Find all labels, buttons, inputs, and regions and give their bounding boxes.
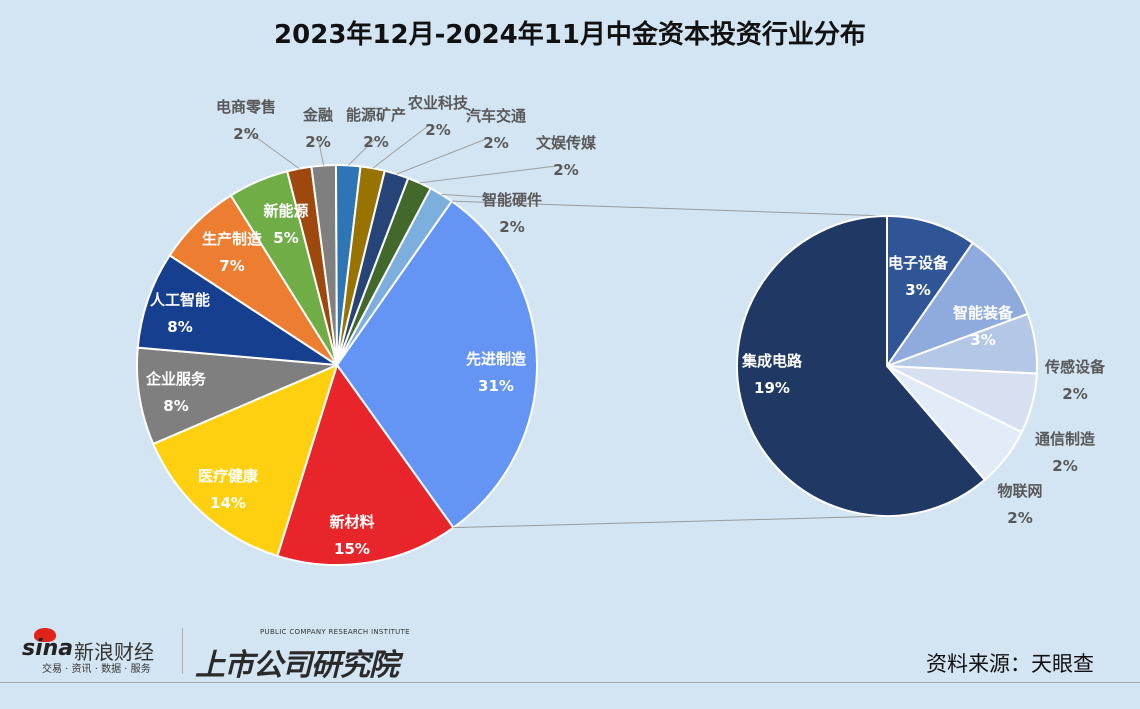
main-pie-slice-1 [276, 362, 455, 566]
secondary-pie-label-3: 通信制造 2% [1035, 430, 1095, 475]
main-pie-label-9: 能源矿产 2% [346, 106, 406, 151]
slice-label-pct: 8% [163, 397, 188, 415]
secondary-pie-label-4: 物联网 2% [997, 482, 1042, 527]
slice-label-pct: 2% [233, 125, 258, 143]
secondary-pie-label-0: 电子设备 3% [888, 254, 949, 299]
sina-eye-icon [34, 628, 56, 642]
leader-line-8 [317, 137, 325, 166]
secondary-pie-slice-0 [886, 214, 975, 370]
slice-label-pct: 3% [970, 331, 995, 349]
leader-line-9 [347, 137, 377, 166]
slice-label-pct: 2% [1062, 385, 1087, 403]
main-pie-label-5: 生产制造 7% [202, 230, 262, 275]
slice-label-pct: 2% [1052, 457, 1077, 475]
main-pie-slice-3 [136, 346, 338, 446]
slice-label-name: 农业科技 [407, 94, 469, 112]
logo-divider [182, 628, 183, 674]
slice-label-name: 汽车交通 [466, 107, 526, 125]
secondary-pie-label-2: 传感设备 2% [1044, 358, 1106, 403]
slice-label-name: 新能源 [263, 202, 308, 220]
main-pie-label-3: 企业服务 8% [145, 370, 207, 415]
slice-label-pct: 7% [219, 257, 244, 275]
main-pie-label-2: 医疗健康 14% [198, 467, 259, 512]
chart-title: 2023年12月-2024年11月中金资本投资行业分布 [274, 20, 866, 50]
sina-finance-logo: sina 新浪财经 交易 · 资讯 · 数据 · 服务 [22, 628, 172, 675]
sina-wordmark: sina [22, 636, 74, 661]
slice-label-name: 文娱传媒 [536, 134, 597, 152]
connector-line-bottom [453, 515, 893, 529]
slice-label-pct: 15% [334, 540, 370, 558]
leader-line-10 [372, 125, 429, 169]
main-pie-label-10: 农业科技 2% [407, 94, 469, 139]
slice-label-pct: 31% [478, 377, 514, 395]
slice-label-pct: 2% [499, 218, 524, 236]
slice-label-pct: 5% [273, 229, 298, 247]
slice-label-name: 先进制造 [466, 350, 526, 368]
slice-label-pct: 2% [553, 161, 578, 179]
main-pie-label-6: 新能源 5% [263, 202, 308, 247]
main-pie-label-4: 人工智能 8% [150, 291, 210, 336]
slice-label-pct: 2% [363, 133, 388, 151]
footer-divider [0, 682, 1140, 683]
connector-line-top [451, 200, 888, 217]
main-pie-label-12: 文娱传媒 2% [536, 134, 597, 179]
secondary-pie-slice-1 [884, 241, 1029, 369]
main-pie-label-0: 先进制造 31% [466, 350, 526, 395]
main-pie-label-8: 金融 2% [302, 106, 333, 151]
main-pie-slice-2 [151, 363, 339, 558]
leader-line-11 [396, 138, 487, 175]
institute-logo: PUBLIC COMPANY RESEARCH INSTITUTE 上市公司研究… [195, 628, 410, 683]
slice-label-pct: 2% [305, 133, 330, 151]
main-pie-label-1: 新材料 15% [329, 513, 374, 558]
slice-label-pct: 14% [210, 494, 246, 512]
institute-en-name: PUBLIC COMPANY RESEARCH INSTITUTE [260, 628, 410, 636]
slice-label-name: 智能装备 [953, 304, 1014, 322]
slice-label-name: 能源矿产 [346, 106, 406, 124]
slice-label-name: 人工智能 [150, 291, 210, 309]
main-pie-slice-0 [335, 199, 538, 530]
main-pie-slice-4 [136, 253, 338, 366]
slice-label-pct: 8% [167, 318, 192, 336]
main-pie-slice-13 [336, 186, 454, 366]
slice-label-pct: 19% [754, 379, 790, 397]
slice-label-name: 电子设备 [888, 254, 949, 272]
leader-line-13 [441, 193, 483, 198]
slice-label-pct: 2% [1007, 509, 1032, 527]
slice-label-name: 新材料 [329, 513, 374, 531]
main-pie-label-7: 电商零售 2% [216, 98, 276, 143]
main-pie-label-11: 汽车交通 2% [466, 107, 526, 152]
sina-tagline: 交易 · 资讯 · 数据 · 服务 [42, 664, 151, 675]
slice-label-name: 企业服务 [145, 370, 207, 388]
slice-label-name: 智能硬件 [482, 191, 542, 209]
slice-label-pct: 3% [905, 281, 930, 299]
slice-label-name: 通信制造 [1035, 430, 1095, 448]
slice-label-name: 电商零售 [216, 98, 276, 116]
institute-cn-name: 上市公司研究院 [195, 648, 399, 683]
secondary-pie-label-1: 智能装备 3% [953, 304, 1014, 349]
sina-cn-name: 新浪财经 [74, 640, 154, 664]
leader-line-12 [419, 165, 557, 184]
leader-line-7 [245, 129, 300, 170]
slice-label-name: 集成电路 [741, 352, 803, 370]
slice-label-name: 医疗健康 [198, 467, 259, 485]
slice-label-name: 传感设备 [1044, 358, 1106, 376]
main-pie-label-13: 智能硬件 2% [482, 191, 542, 236]
secondary-pie-slice-5 [736, 214, 987, 517]
slice-label-name: 物联网 [997, 482, 1042, 500]
slice-label-name: 金融 [302, 106, 333, 124]
secondary-pie-label-5: 集成电路 19% [741, 352, 803, 397]
slice-label-pct: 2% [425, 121, 450, 139]
slice-label-pct: 2% [483, 134, 508, 152]
data-source: 资料来源：天眼查 [926, 652, 1094, 676]
slice-label-name: 生产制造 [202, 230, 262, 248]
